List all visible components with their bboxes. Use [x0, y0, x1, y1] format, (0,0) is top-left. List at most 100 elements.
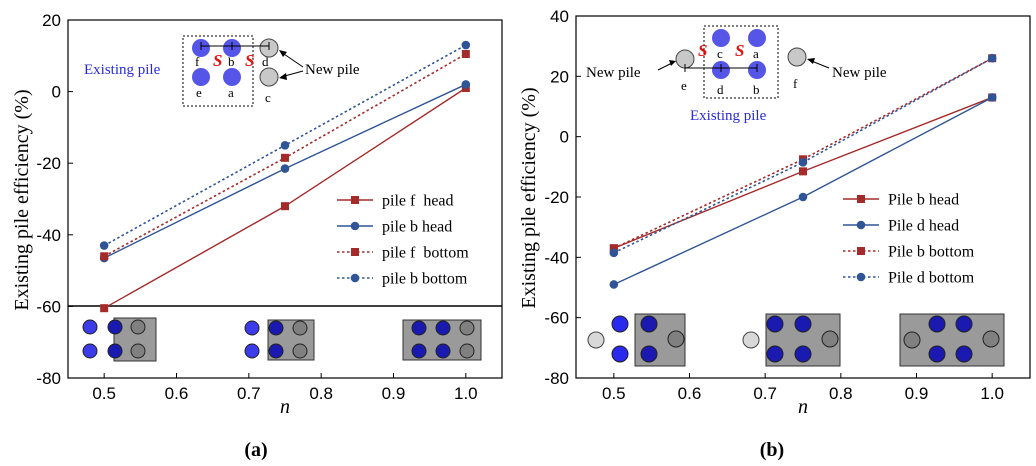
existing-pile-marker [766, 315, 784, 333]
legend-label: pile b bottom [382, 271, 468, 288]
new-pile-marker [821, 330, 839, 348]
y-tick-label: 20 [550, 67, 569, 86]
pile-letter-b: b [753, 82, 760, 97]
existing-pile-marker [268, 343, 284, 359]
legend-marker [350, 273, 360, 283]
series-line [613, 57, 993, 250]
data-point [280, 141, 290, 150]
y-tick-label: -20 [544, 188, 569, 207]
data-point [987, 53, 997, 63]
pile-letter-c: c [265, 90, 271, 105]
data-point [609, 248, 619, 258]
y-tick-label: -20 [36, 154, 61, 173]
pile-c [712, 29, 730, 47]
panel-a-y-axis-label: Existing pile efficiency (%) [11, 89, 33, 310]
existing-pile-marker [107, 319, 123, 335]
pile-letter-a: a [753, 46, 759, 61]
data-point [609, 244, 618, 253]
new-pile-marker [587, 331, 605, 349]
y-tick-label: -40 [36, 226, 61, 245]
panel-b-schematic-n10 [899, 313, 1005, 367]
existing-pile-group-box [703, 25, 779, 99]
new-pile-marker [459, 343, 475, 359]
spacing-symbol: S [735, 41, 744, 60]
legend-label: pile b head [382, 219, 452, 236]
panel-b: 0.5 0.6 0.7 0.8 0.9 1.0 -80 -60 -40 -20 0 20 40 [518, 7, 1031, 461]
x-tick-label: 1.0 [454, 384, 478, 403]
existing-pile-marker [268, 320, 284, 336]
pile-a [748, 29, 766, 47]
data-point [461, 50, 470, 59]
existing-pile-marker [928, 315, 946, 333]
panel-a-plot-frame [67, 19, 503, 379]
existing-pile-marker [766, 345, 784, 363]
pile-letter-e: e [196, 85, 202, 100]
new-pile-marker [742, 331, 760, 349]
arrowhead [279, 50, 287, 57]
panel-a-x-axis-label: n [280, 396, 290, 418]
new-pile-f [787, 47, 807, 67]
spacing-symbol: S [213, 51, 222, 70]
existing-pile-label: Existing pile [690, 108, 767, 124]
pile-letter-b: b [228, 54, 235, 69]
x-tick-label: 0.5 [92, 384, 116, 403]
existing-pile-marker [928, 345, 946, 363]
panel-b-y-axis-label: Existing pile efficiency (%) [518, 87, 540, 308]
existing-pile-marker [640, 315, 658, 333]
data-point [798, 192, 808, 202]
arrowhead [279, 73, 287, 80]
legend-marker [351, 196, 359, 204]
x-tick-label: 1.0 [980, 384, 1004, 403]
spacing-symbol: S [698, 41, 707, 60]
new-pile-marker [903, 331, 921, 349]
new-pile-c [259, 67, 279, 87]
pile-a [223, 68, 241, 86]
data-point [987, 93, 997, 102]
y-tick-label: 0 [52, 83, 61, 102]
legend-label: Pile d bottom [888, 270, 975, 287]
legend-marker [856, 220, 866, 230]
data-point [281, 153, 289, 162]
data-point [99, 241, 109, 250]
y-tick-label: -40 [544, 248, 569, 267]
existing-pile-marker [435, 343, 451, 359]
x-tick-label: 0.8 [829, 384, 853, 403]
existing-pile-marker [955, 315, 973, 333]
panel-a-inset: f b d e a c S S Existing pile New pile [84, 35, 360, 107]
legend-label: Pile b head [888, 192, 959, 209]
new-pile-marker [292, 343, 308, 359]
legend-marker [857, 195, 865, 203]
x-tick-label: 0.7 [237, 384, 261, 403]
data-point [799, 167, 807, 176]
existing-pile-marker [82, 343, 98, 359]
pile-letter-f: f [793, 76, 798, 91]
panel-a-schematic-n05 [82, 317, 157, 362]
legend-marker [856, 272, 866, 282]
new-pile-marker [459, 320, 475, 336]
x-tick-label: 0.8 [309, 384, 333, 403]
x-tick-label: 0.6 [165, 384, 189, 403]
existing-pile-marker [82, 319, 98, 335]
x-tick-label: 0.9 [905, 384, 929, 403]
y-tick-label: 0 [560, 128, 569, 147]
pile-letter-c: c [717, 46, 723, 61]
x-tick-label: 0.5 [602, 384, 626, 403]
panel-b-schematic-n05 [587, 313, 686, 367]
legend-label: pile f head [382, 193, 454, 210]
pile-e [192, 68, 210, 86]
panel-a-legend: pile f head pile b head pile f bottom pile … [337, 193, 469, 288]
existing-pile-marker [107, 343, 123, 359]
panel-a-label: (a) [244, 439, 267, 461]
y-tick-label: -80 [544, 369, 569, 388]
data-point [280, 164, 290, 173]
new-pile-label-right: New pile [832, 65, 887, 81]
legend-label: pile f bottom [382, 245, 469, 262]
existing-pile-marker [794, 345, 812, 363]
panel-a-schematic-n075 [244, 319, 315, 361]
data-point [798, 158, 808, 167]
new-pile-marker [667, 330, 685, 348]
pile-letter-a: a [228, 85, 234, 100]
existing-pile-group-box [182, 35, 254, 107]
panel-b-legend: Pile b head Pile d head Pile b bottom Pile … [843, 192, 975, 287]
